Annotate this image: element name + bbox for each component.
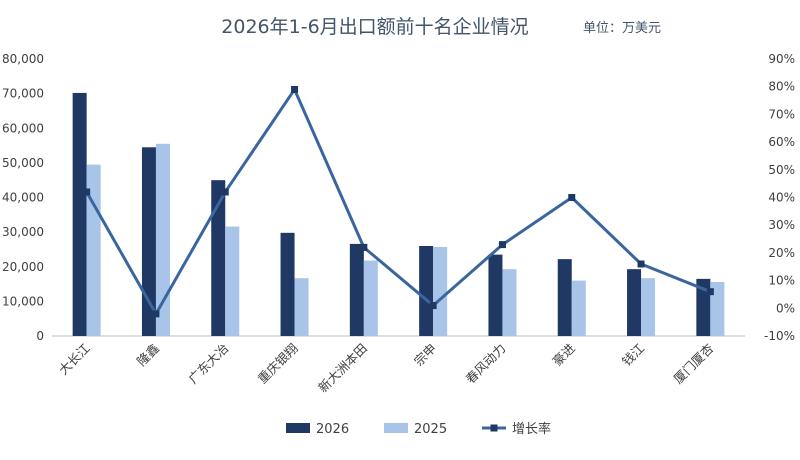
bar-2026-6 bbox=[488, 254, 503, 336]
left-tick-label: 0 bbox=[36, 329, 44, 343]
legend-label-增长率: 增长率 bbox=[512, 421, 551, 437]
growth-point-3 bbox=[291, 85, 299, 93]
growth-point-2 bbox=[221, 188, 229, 196]
bar-2025-8 bbox=[641, 278, 656, 336]
legend-swatch-2025 bbox=[384, 423, 408, 433]
bar-2026-0 bbox=[72, 92, 87, 337]
right-tick-label: 90% bbox=[768, 52, 795, 66]
category-label: 厦门厦杏 bbox=[670, 340, 716, 386]
bars-group bbox=[72, 92, 725, 337]
left-tick-label: 20,000 bbox=[2, 260, 44, 274]
left-tick-label: 10,000 bbox=[2, 294, 44, 308]
bar-2025-3 bbox=[294, 278, 309, 336]
bar-2026-7 bbox=[557, 259, 572, 336]
bar-2025-2 bbox=[225, 226, 240, 336]
category-label: 宗申 bbox=[411, 341, 439, 369]
category-label: 新大洲本田 bbox=[315, 341, 370, 396]
legend-swatch-2026 bbox=[286, 423, 310, 433]
bar-2025-5 bbox=[433, 247, 448, 336]
left-tick-label: 50,000 bbox=[2, 156, 44, 170]
legend-marker bbox=[490, 424, 498, 432]
left-tick-label: 70,000 bbox=[2, 87, 44, 101]
right-tick-label: 50% bbox=[768, 163, 795, 177]
right-tick-label: 10% bbox=[768, 274, 795, 288]
right-axis: -10% 0% 10% 20% 30% 40% 50% 60% 70% 80% 90% bbox=[764, 52, 795, 343]
bar-2026-8 bbox=[627, 269, 642, 336]
bar-2025-9 bbox=[710, 281, 725, 336]
bar-2026-1 bbox=[141, 147, 156, 336]
growth-point-8 bbox=[637, 260, 645, 268]
growth-line bbox=[85, 87, 711, 316]
left-tick-label: 40,000 bbox=[2, 191, 44, 205]
right-tick-label: 70% bbox=[768, 107, 795, 121]
growth-point-1 bbox=[152, 310, 160, 318]
growth-point-9 bbox=[706, 288, 714, 296]
left-tick-label: 60,000 bbox=[2, 121, 44, 135]
growth-point-5 bbox=[429, 302, 437, 310]
left-tick-label: 30,000 bbox=[2, 225, 44, 239]
growth-point-6 bbox=[498, 241, 506, 249]
bar-2026-4 bbox=[349, 243, 364, 336]
bar-2026-3 bbox=[280, 232, 295, 336]
right-tick-label: 60% bbox=[768, 135, 795, 149]
bar-2025-6 bbox=[502, 269, 517, 336]
growth-line-group bbox=[83, 85, 714, 318]
right-tick-label: 40% bbox=[768, 191, 795, 205]
growth-point-7 bbox=[568, 194, 576, 201]
bar-2026-5 bbox=[419, 245, 434, 336]
category-label: 春风动力 bbox=[463, 341, 509, 387]
category-label: 隆鑫 bbox=[134, 341, 162, 369]
category-label: 豪进 bbox=[550, 340, 579, 369]
category-labels: 大长江 隆鑫 广东大冶 重庆银翔 新大洲本田 宗申 春风动力 豪进 钱江 厦门厦杏 bbox=[56, 340, 717, 395]
bar-2025-1 bbox=[155, 143, 170, 336]
bar-2025-4 bbox=[363, 260, 378, 336]
chart-title: 2026年1-6月出口额前十名企业情况 bbox=[221, 16, 528, 38]
growth-point-0 bbox=[83, 188, 91, 196]
left-tick-label: 80,000 bbox=[2, 52, 44, 66]
right-tick-label: 0% bbox=[776, 301, 795, 315]
left-axis: 0 10,000 20,000 30,000 40,000 50,000 60,000 70,… bbox=[2, 52, 44, 343]
category-label: 重庆银翔 bbox=[255, 341, 301, 387]
right-tick-label: -10% bbox=[764, 329, 795, 343]
category-label: 钱江 bbox=[619, 341, 647, 369]
right-tick-label: 80% bbox=[768, 80, 795, 94]
bar-2025-7 bbox=[571, 280, 586, 336]
legend-label-2026: 2026 bbox=[316, 422, 349, 437]
right-tick-label: 20% bbox=[768, 246, 795, 260]
category-label: 广东大冶 bbox=[185, 341, 231, 387]
unit-label: 单位：万美元 bbox=[583, 21, 661, 36]
category-label: 大长江 bbox=[56, 341, 93, 378]
legend-label-2025: 2025 bbox=[414, 422, 447, 437]
growth-point-4 bbox=[360, 243, 368, 251]
right-tick-label: 30% bbox=[768, 218, 795, 232]
legend: 2026 2025 增长率 bbox=[286, 421, 551, 437]
bar-2026-2 bbox=[211, 180, 226, 336]
